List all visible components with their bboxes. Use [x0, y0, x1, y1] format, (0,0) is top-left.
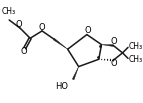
Text: O: O [111, 37, 118, 46]
Text: O: O [85, 26, 91, 35]
Text: O: O [20, 47, 27, 56]
Text: HO: HO [56, 82, 69, 91]
Polygon shape [53, 38, 68, 49]
Polygon shape [72, 67, 79, 80]
Text: CH₃: CH₃ [129, 55, 143, 64]
Text: O: O [16, 20, 22, 29]
Text: CH₃: CH₃ [1, 7, 15, 16]
Polygon shape [102, 45, 113, 46]
Text: CH₃: CH₃ [129, 42, 143, 51]
Text: O: O [111, 59, 118, 68]
Text: O: O [39, 23, 45, 32]
